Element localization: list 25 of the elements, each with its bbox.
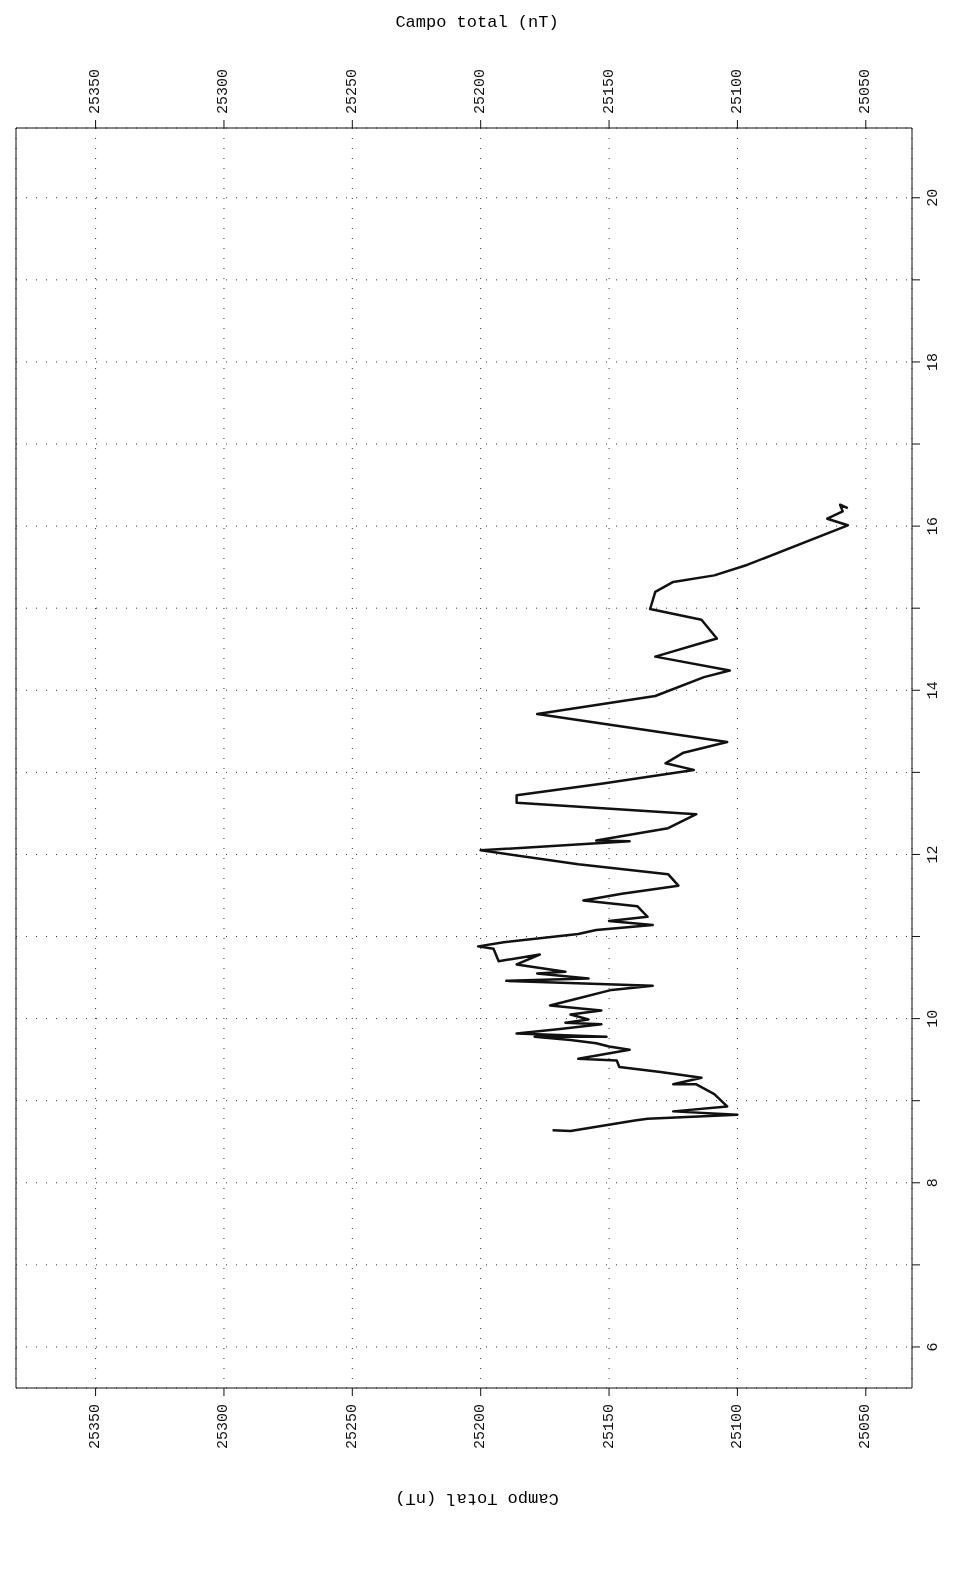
x-tick-label: 25200: [472, 68, 490, 114]
y-tick-label: 12: [925, 845, 943, 864]
y-tick-label: 10: [925, 1009, 943, 1028]
y-tick-label: 20: [925, 188, 943, 207]
y-tick-label: 8: [925, 1178, 943, 1188]
y-tick-label: 14: [925, 681, 943, 700]
x2-tick-label: 25300: [215, 1404, 233, 1450]
x-tick-label: 25150: [600, 68, 618, 114]
x2-axis-title: Campo total (nT): [394, 12, 560, 34]
y-tick-label: 18: [925, 352, 943, 371]
x2-tick-label: 25100: [728, 1404, 746, 1450]
x-tick-label: 25250: [343, 68, 361, 114]
x-tick-label: 25050: [857, 68, 875, 114]
x-tick-label: 25350: [87, 68, 105, 114]
x2-tick-label: 25200: [472, 1404, 490, 1450]
x2-tick-label: 25150: [600, 1404, 618, 1450]
y-tick-label: 6: [925, 1342, 943, 1352]
y-tick-label: 16: [925, 517, 943, 536]
x2-tick-label: 25050: [857, 1404, 875, 1450]
x-axis-title: Campo Total (nT): [394, 1488, 560, 1510]
x-tick-label: 25300: [215, 68, 233, 114]
line-series: [476, 503, 850, 1133]
x-tick-label: 25100: [728, 68, 746, 114]
x2-tick-label: 25250: [343, 1404, 361, 1450]
x2-tick-label: 25350: [87, 1404, 105, 1450]
